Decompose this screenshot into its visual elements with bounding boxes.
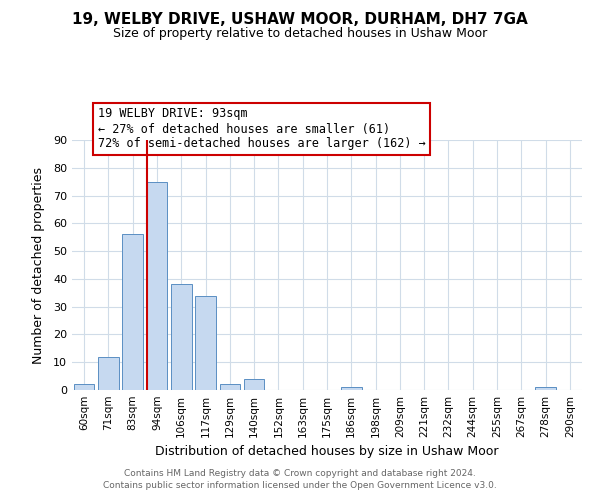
Bar	[146, 182, 167, 390]
Text: 19 WELBY DRIVE: 93sqm
← 27% of detached houses are smaller (61)
72% of semi-deta: 19 WELBY DRIVE: 93sqm ← 27% of detached …	[97, 108, 425, 150]
Bar	[195, 296, 216, 390]
Bar	[122, 234, 143, 390]
Bar	[74, 384, 94, 390]
Bar	[98, 356, 119, 390]
Y-axis label: Number of detached properties: Number of detached properties	[32, 166, 44, 364]
Bar	[171, 284, 191, 390]
Text: Contains public sector information licensed under the Open Government Licence v3: Contains public sector information licen…	[103, 481, 497, 490]
Bar	[220, 384, 240, 390]
X-axis label: Distribution of detached houses by size in Ushaw Moor: Distribution of detached houses by size …	[155, 446, 499, 458]
Bar	[535, 387, 556, 390]
Bar	[244, 379, 265, 390]
Text: 19, WELBY DRIVE, USHAW MOOR, DURHAM, DH7 7GA: 19, WELBY DRIVE, USHAW MOOR, DURHAM, DH7…	[72, 12, 528, 28]
Text: Size of property relative to detached houses in Ushaw Moor: Size of property relative to detached ho…	[113, 28, 487, 40]
Text: Contains HM Land Registry data © Crown copyright and database right 2024.: Contains HM Land Registry data © Crown c…	[124, 468, 476, 477]
Bar	[341, 387, 362, 390]
